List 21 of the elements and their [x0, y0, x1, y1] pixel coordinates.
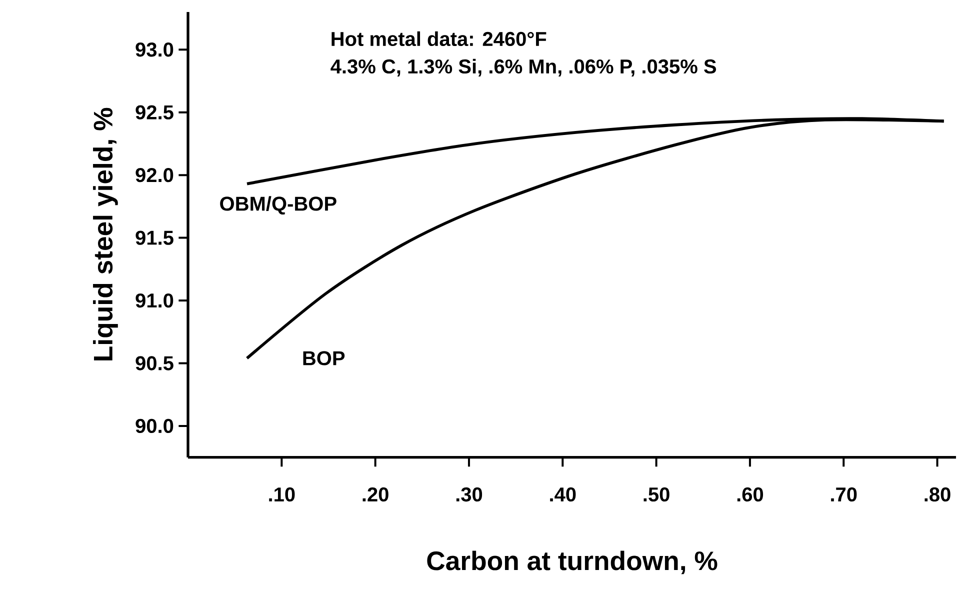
x-axis-title: Carbon at turndown, %	[427, 550, 718, 574]
y-axis-title: Liquid steel yield, %	[93, 108, 118, 360]
annotation: 4.3% C, 1.3% Si, .6% Mn, .06% P, .035% S	[330, 58, 716, 76]
y-tick-label: 91.5	[136, 230, 174, 245]
series-label: BOP	[303, 351, 345, 366]
annotation: Hot metal data: 2460°F	[332, 31, 546, 46]
x-tick-label: .10	[269, 487, 295, 502]
y-tick-label: 92.5	[136, 105, 174, 120]
x-tick-label: .80	[924, 487, 950, 502]
y-tick-label: 90.0	[136, 418, 174, 434]
y-tick-label: 93.0	[136, 42, 174, 57]
series-label: OBM/Q-BOP	[220, 196, 336, 215]
x-tick-label: .50	[644, 487, 670, 502]
y-tick-label: 92.0	[136, 168, 174, 182]
y-tick-label: 91.0	[136, 293, 174, 308]
x-tick-label: .20	[362, 487, 388, 502]
x-tick-label: .30	[456, 487, 482, 502]
x-tick-label: .40	[550, 487, 576, 502]
x-tick-label: .70	[831, 487, 857, 502]
y-tick-label: 90.5	[136, 356, 174, 370]
x-tick-label: .60	[737, 487, 764, 502]
